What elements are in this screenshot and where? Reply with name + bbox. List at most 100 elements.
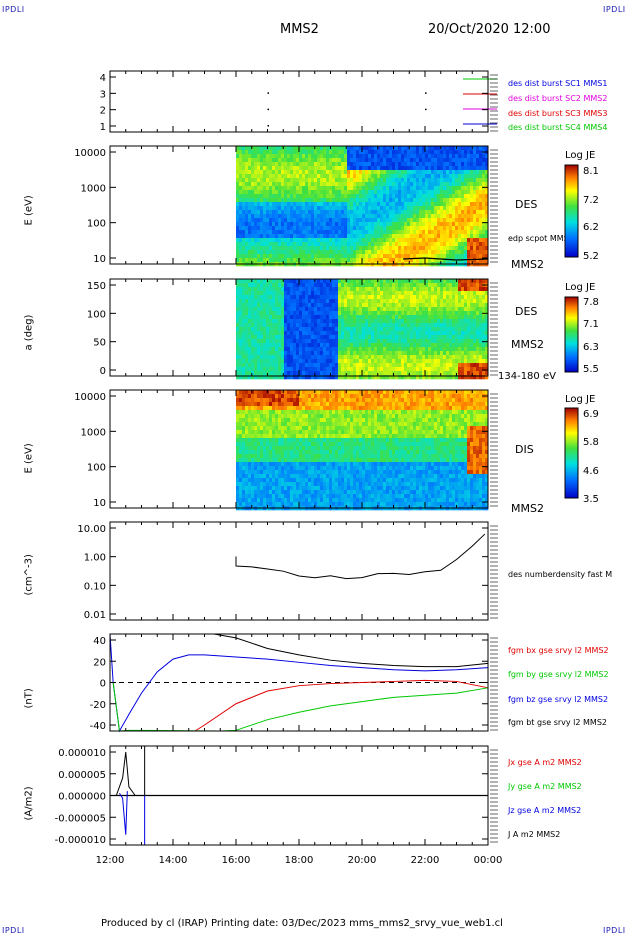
des-pitch-cell bbox=[296, 319, 300, 324]
des-pitch-cell bbox=[473, 371, 477, 376]
des-pitch-cell bbox=[461, 307, 465, 312]
des-energy-cell bbox=[413, 186, 417, 191]
dis-energy-cell bbox=[263, 418, 267, 423]
des-energy-cell bbox=[302, 150, 306, 155]
des-pitch-cell bbox=[350, 351, 354, 356]
des-energy-cell bbox=[362, 238, 366, 243]
des-energy-cell bbox=[293, 238, 297, 243]
des-pitch-cell bbox=[326, 351, 330, 356]
des-pitch-cell bbox=[380, 339, 384, 344]
des-energy-cell bbox=[431, 218, 435, 223]
des-energy-cell bbox=[407, 250, 411, 255]
des-pitch-cell bbox=[362, 319, 366, 324]
des-pitch-cell bbox=[446, 359, 450, 364]
des-energy-cell bbox=[422, 154, 426, 159]
des-energy-cell bbox=[398, 186, 402, 191]
des-energy-cell bbox=[425, 250, 429, 255]
des-pitch-cell bbox=[419, 319, 423, 324]
des-energy-cell bbox=[329, 198, 333, 203]
des-energy-cell bbox=[248, 174, 252, 179]
des-energy-cell bbox=[290, 194, 294, 199]
dis-energy-cell bbox=[236, 402, 240, 407]
des-energy-cell bbox=[389, 222, 393, 227]
des-pitch-cell bbox=[449, 359, 453, 364]
dis-energy-cell bbox=[245, 502, 249, 507]
des-pitch-cell bbox=[470, 343, 474, 348]
des-energy-cell bbox=[446, 222, 450, 227]
des-pitch-cell bbox=[350, 327, 354, 332]
des-pitch-cell bbox=[347, 283, 351, 288]
des-pitch-cell bbox=[320, 371, 324, 376]
des-pitch-cell bbox=[404, 355, 408, 360]
des-energy-cell bbox=[485, 190, 489, 195]
des-pitch-cell bbox=[263, 331, 267, 336]
des-pitch-cell bbox=[296, 279, 300, 284]
des-energy-cell bbox=[347, 182, 351, 187]
dis-energy-cell bbox=[245, 406, 249, 411]
des-pitch-cell bbox=[461, 371, 465, 376]
des-energy-cell bbox=[455, 246, 459, 251]
dis-energy-cell bbox=[248, 398, 252, 403]
des-energy-cell bbox=[464, 178, 468, 183]
des-energy-cell bbox=[398, 222, 402, 227]
des-pitch-cell bbox=[434, 279, 438, 284]
des-energy-cell bbox=[350, 226, 354, 231]
des-pitch-cell bbox=[350, 295, 354, 300]
des-energy-cell bbox=[257, 162, 261, 167]
des-energy-cell bbox=[344, 174, 348, 179]
des-pitch-cell bbox=[482, 323, 486, 328]
des-pitch-cell bbox=[278, 323, 282, 328]
des-energy-cell bbox=[299, 238, 303, 243]
des-pitch-cell bbox=[251, 303, 255, 308]
des-energy-cell bbox=[242, 206, 246, 211]
des-pitch-cell bbox=[239, 327, 243, 332]
des-energy-cell bbox=[359, 150, 363, 155]
des-pitch-cell bbox=[410, 303, 414, 308]
des-pitch-cell bbox=[314, 371, 318, 376]
des-pitch-cell bbox=[344, 307, 348, 312]
des-energy-cell bbox=[329, 234, 333, 239]
des-pitch-cell bbox=[452, 299, 456, 304]
des-energy-cell bbox=[257, 218, 261, 223]
des-energy-cell bbox=[326, 178, 330, 183]
des-pitch-cell bbox=[245, 355, 249, 360]
des-energy-cell bbox=[398, 190, 402, 195]
dis-energy-cell bbox=[242, 450, 246, 455]
des-pitch-cell bbox=[266, 307, 270, 312]
des-energy-cell bbox=[266, 218, 270, 223]
des-energy-cell bbox=[299, 154, 303, 159]
des-pitch-cell bbox=[452, 283, 456, 288]
des-pitch-cell bbox=[290, 335, 294, 340]
des-pitch-cell bbox=[356, 347, 360, 352]
des-pitch-cell bbox=[251, 327, 255, 332]
des-pitch-cell bbox=[272, 303, 276, 308]
des-pitch-cell bbox=[380, 311, 384, 316]
des-pitch-cell bbox=[251, 319, 255, 324]
des-pitch-cell bbox=[287, 315, 291, 320]
des-energy-cell bbox=[317, 166, 321, 171]
des-energy-cell bbox=[485, 218, 489, 223]
des-energy-cell bbox=[284, 214, 288, 219]
des-pitch-cell bbox=[455, 307, 459, 312]
des-pitch-cell bbox=[239, 315, 243, 320]
des-energy-cell bbox=[392, 238, 396, 243]
des-pitch-cell bbox=[443, 331, 447, 336]
des-energy-cell bbox=[368, 182, 372, 187]
des-energy-cell bbox=[476, 170, 480, 175]
des-energy-cell bbox=[377, 210, 381, 215]
des-pitch-cell bbox=[368, 355, 372, 360]
des-energy-cell bbox=[401, 210, 405, 215]
des-pitch-cell bbox=[338, 363, 342, 368]
des-energy-cell bbox=[326, 150, 330, 155]
des-pitch-cell bbox=[383, 295, 387, 300]
des-energy-cell bbox=[395, 182, 399, 187]
des-energy-cell bbox=[377, 246, 381, 251]
dis-energy-cell bbox=[257, 498, 261, 503]
des-pitch-cell bbox=[464, 359, 468, 364]
des-pitch-cell bbox=[266, 287, 270, 292]
des-energy-cell bbox=[365, 258, 369, 263]
des-pitch-cell bbox=[257, 291, 261, 296]
des-energy-cell bbox=[248, 246, 252, 251]
des-pitch-cell bbox=[266, 375, 270, 380]
dis-energy-cell bbox=[248, 470, 252, 475]
